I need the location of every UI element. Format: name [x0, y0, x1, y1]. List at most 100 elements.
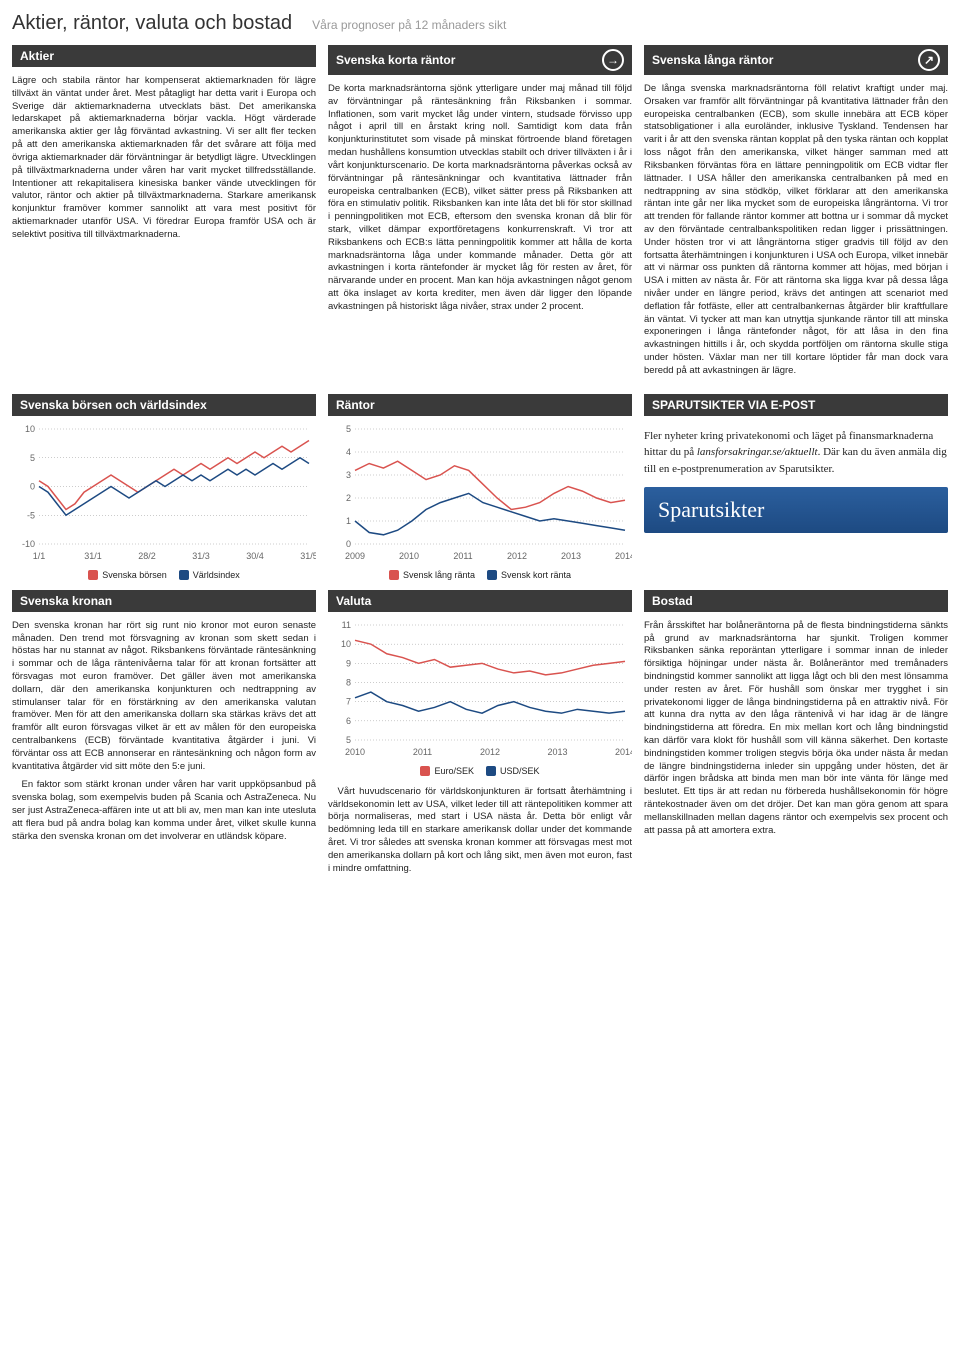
svg-text:2010: 2010: [345, 747, 365, 757]
svg-text:2013: 2013: [561, 551, 581, 561]
legend-label: Världsindex: [193, 570, 240, 580]
page-title: Aktier, räntor, valuta och bostad: [12, 12, 292, 35]
section-head-valuta: Valuta: [328, 590, 632, 612]
legend-swatch-icon: [487, 570, 497, 580]
legend-swatch-icon: [486, 766, 496, 776]
legend-swatch-icon: [389, 570, 399, 580]
legend-item: Världsindex: [179, 570, 240, 580]
row-top: Aktier Lägre och stabila räntor har komp…: [12, 45, 948, 384]
promo-link[interactable]: lansforsakringar.se/aktuellt: [697, 446, 818, 458]
svg-text:28/2: 28/2: [138, 551, 156, 561]
svg-text:3: 3: [346, 470, 351, 480]
svg-text:2010: 2010: [399, 551, 419, 561]
korta-text: De korta marknadsräntorna sjönk ytterlig…: [328, 83, 632, 314]
langa-text: De långa svenska marknadsräntorna föll r…: [644, 83, 948, 378]
page-subtitle: Våra prognoser på 12 månaders sikt: [312, 18, 506, 32]
svg-text:10: 10: [341, 639, 351, 649]
svg-text:-10: -10: [22, 539, 35, 549]
col-chart-rantor: Räntor 0 1 2 3 4 5 2009 2010 2011 2012 2013 2014 Sv…: [328, 394, 632, 580]
legend-label: USD/SEK: [500, 766, 540, 776]
col-chart-borsen: Svenska börsen och världsindex -10 -5 0 5 10…: [12, 394, 316, 580]
col-promo: SPARUTSIKTER VIA E-POST Fler nyheter kri…: [644, 394, 948, 580]
svg-text:2013: 2013: [547, 747, 567, 757]
arrow-right-icon: →: [602, 49, 624, 71]
chart-borsen: -10 -5 0 5 10 1/1 31/1 28/2 31/3 30/4 31/5: [12, 424, 316, 564]
section-head-langa: Svenska långa räntor ↗: [644, 45, 948, 75]
svg-text:2011: 2011: [413, 747, 432, 757]
legend-label: Svensk lång ränta: [403, 570, 475, 580]
col-kronan: Svenska kronan Den svenska kronan har rö…: [12, 590, 316, 882]
svg-text:31/3: 31/3: [192, 551, 210, 561]
promo-banner[interactable]: Sparutsikter: [644, 487, 948, 533]
svg-text:31/5: 31/5: [300, 551, 316, 561]
svg-text:7: 7: [346, 696, 351, 706]
svg-text:11: 11: [342, 620, 351, 630]
col-langa: Svenska långa räntor ↗ De långa svenska …: [644, 45, 948, 384]
svg-text:2011: 2011: [453, 551, 472, 561]
svg-text:2012: 2012: [507, 551, 527, 561]
section-head-rantor: Räntor: [328, 394, 632, 416]
legend-swatch-icon: [179, 570, 189, 580]
svg-text:0: 0: [30, 481, 35, 491]
svg-text:0: 0: [346, 539, 351, 549]
valuta-text: Vårt huvudscenario för världskonjunkture…: [328, 786, 632, 876]
col-valuta: Valuta 5 6 7 8 9 10 11 2010 2011 2012 2013 2014 Eur…: [328, 590, 632, 882]
svg-text:-5: -5: [27, 510, 35, 520]
svg-text:5: 5: [346, 424, 351, 434]
svg-text:1: 1: [346, 516, 351, 526]
svg-text:31/1: 31/1: [84, 551, 102, 561]
legend-item: Svensk lång ränta: [389, 570, 475, 580]
section-title: Svenska korta räntor: [336, 53, 455, 67]
legend-label: Svenska börsen: [102, 570, 167, 580]
legend-item: Svensk kort ränta: [487, 570, 571, 580]
svg-text:5: 5: [30, 452, 35, 462]
row-bottom: Svenska kronan Den svenska kronan har rö…: [12, 590, 948, 882]
legend-item: USD/SEK: [486, 766, 540, 776]
legend-item: Euro/SEK: [420, 766, 474, 776]
section-head-kronan: Svenska kronan: [12, 590, 316, 612]
legend-item: Svenska börsen: [88, 570, 167, 580]
svg-text:4: 4: [346, 447, 351, 457]
legend-swatch-icon: [88, 570, 98, 580]
svg-text:8: 8: [346, 677, 351, 687]
col-aktier: Aktier Lägre och stabila räntor har komp…: [12, 45, 316, 384]
chart-valuta: 5 6 7 8 9 10 11 2010 2011 2012 2013 2014: [328, 620, 632, 760]
svg-text:2: 2: [346, 493, 351, 503]
arrow-upright-icon: ↗: [918, 49, 940, 71]
col-bostad: Bostad Från årsskiftet har bolåneräntorn…: [644, 590, 948, 882]
row-charts: Svenska börsen och världsindex -10-50510…: [12, 394, 948, 580]
legend-label: Euro/SEK: [434, 766, 474, 776]
legend-borsen: Svenska börsen Världsindex: [12, 570, 316, 580]
legend-rantor: Svensk lång ränta Svensk kort ränta: [328, 570, 632, 580]
svg-text:1/1: 1/1: [33, 551, 46, 561]
chart-rantor: 0 1 2 3 4 5 2009 2010 2011 2012 2013 2014: [328, 424, 632, 564]
page-header: Aktier, räntor, valuta och bostad Våra p…: [12, 12, 948, 35]
legend-swatch-icon: [420, 766, 430, 776]
svg-text:2012: 2012: [480, 747, 500, 757]
section-title: Valuta: [336, 594, 371, 608]
promo-text: Fler nyheter kring privatekonomi och läg…: [644, 424, 948, 488]
svg-text:10: 10: [25, 424, 35, 434]
svg-text:6: 6: [346, 716, 351, 726]
section-head-bostad: Bostad: [644, 590, 948, 612]
legend-label: Svensk kort ränta: [501, 570, 571, 580]
section-title: Aktier: [20, 49, 54, 63]
svg-text:2009: 2009: [345, 551, 365, 561]
aktier-text: Lägre och stabila räntor har kompenserat…: [12, 75, 316, 242]
section-title: Svenska börsen och världsindex: [20, 398, 207, 412]
bostad-text: Från årsskiftet har bolåneräntorna på de…: [644, 620, 948, 838]
svg-text:2014: 2014: [615, 551, 632, 561]
section-title: Svenska långa räntor: [652, 53, 773, 67]
svg-text:2014: 2014: [615, 747, 632, 757]
kronan-text: Den svenska kronan har rört sig runt nio…: [12, 620, 316, 844]
svg-text:30/4: 30/4: [246, 551, 264, 561]
svg-text:5: 5: [346, 735, 351, 745]
svg-text:9: 9: [346, 658, 351, 668]
section-title: Räntor: [336, 398, 375, 412]
section-head-korta: Svenska korta räntor →: [328, 45, 632, 75]
section-title: Bostad: [652, 594, 693, 608]
section-head-borsen: Svenska börsen och världsindex: [12, 394, 316, 416]
section-title: SPARUTSIKTER VIA E-POST: [652, 398, 815, 412]
legend-valuta: Euro/SEK USD/SEK: [328, 766, 632, 776]
section-head-promo: SPARUTSIKTER VIA E-POST: [644, 394, 948, 416]
